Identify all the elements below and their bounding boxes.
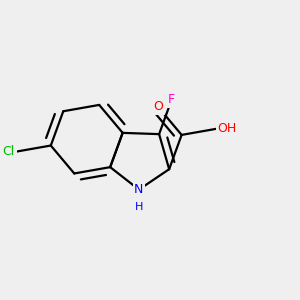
Text: O: O <box>153 100 163 113</box>
Text: N: N <box>134 183 144 196</box>
Text: Cl: Cl <box>3 146 15 158</box>
Text: H: H <box>135 202 143 212</box>
Text: OH: OH <box>218 122 237 135</box>
Text: F: F <box>168 93 175 106</box>
